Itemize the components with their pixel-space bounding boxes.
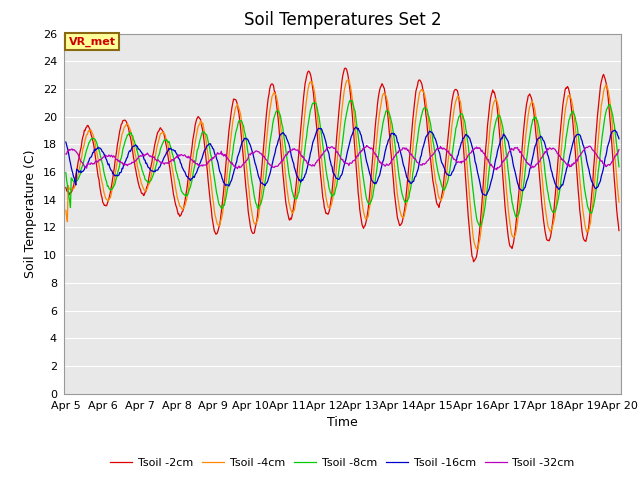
Tsoil -8cm	[476, 223, 484, 229]
Tsoil -2cm	[410, 102, 418, 108]
Tsoil -2cm	[62, 184, 70, 190]
Tsoil -32cm	[493, 167, 500, 172]
Tsoil -8cm	[62, 170, 70, 176]
Tsoil -2cm	[615, 228, 623, 233]
Tsoil -8cm	[427, 120, 435, 126]
Tsoil -8cm	[185, 188, 193, 193]
Tsoil -4cm	[410, 130, 418, 135]
Tsoil -16cm	[615, 136, 623, 142]
Tsoil -4cm	[185, 182, 193, 188]
Tsoil -4cm	[615, 199, 623, 205]
Tsoil -2cm	[129, 149, 136, 155]
Tsoil -32cm	[410, 156, 418, 161]
X-axis label: Time: Time	[327, 416, 358, 429]
Line: Tsoil -2cm: Tsoil -2cm	[66, 68, 619, 262]
Tsoil -2cm	[214, 227, 222, 233]
Tsoil -32cm	[214, 150, 222, 156]
Tsoil -16cm	[129, 144, 136, 149]
Tsoil -32cm	[185, 155, 193, 161]
Tsoil -16cm	[482, 192, 490, 198]
Tsoil -8cm	[348, 97, 356, 103]
Y-axis label: Soil Temperature (C): Soil Temperature (C)	[24, 149, 37, 278]
Tsoil -16cm	[62, 139, 70, 145]
Tsoil -4cm	[62, 207, 70, 213]
Tsoil -4cm	[427, 135, 435, 141]
Tsoil -4cm	[344, 77, 352, 83]
Tsoil -8cm	[214, 198, 222, 204]
Tsoil -32cm	[62, 151, 70, 157]
Tsoil -16cm	[352, 124, 360, 130]
Tsoil -32cm	[427, 154, 435, 160]
Tsoil -32cm	[72, 148, 80, 154]
Tsoil -32cm	[615, 147, 623, 153]
Tsoil -4cm	[214, 222, 222, 228]
Text: VR_met: VR_met	[68, 36, 116, 47]
Tsoil -2cm	[72, 173, 80, 179]
Tsoil -16cm	[72, 182, 80, 188]
Tsoil -16cm	[410, 176, 418, 181]
Tsoil -32cm	[363, 143, 371, 148]
Tsoil -4cm	[474, 246, 481, 252]
Tsoil -2cm	[470, 259, 477, 264]
Tsoil -8cm	[72, 178, 80, 184]
Tsoil -16cm	[214, 161, 222, 167]
Tsoil -16cm	[185, 176, 193, 181]
Legend: Tsoil -2cm, Tsoil -4cm, Tsoil -8cm, Tsoil -16cm, Tsoil -32cm: Tsoil -2cm, Tsoil -4cm, Tsoil -8cm, Tsoi…	[106, 453, 579, 472]
Tsoil -2cm	[427, 156, 435, 161]
Tsoil -4cm	[72, 180, 80, 186]
Line: Tsoil -16cm: Tsoil -16cm	[66, 127, 619, 195]
Title: Soil Temperatures Set 2: Soil Temperatures Set 2	[244, 11, 441, 29]
Tsoil -8cm	[615, 164, 623, 169]
Line: Tsoil -32cm: Tsoil -32cm	[66, 145, 619, 169]
Tsoil -2cm	[341, 65, 349, 71]
Line: Tsoil -8cm: Tsoil -8cm	[66, 100, 619, 226]
Tsoil -8cm	[129, 133, 136, 139]
Line: Tsoil -4cm: Tsoil -4cm	[66, 80, 619, 249]
Tsoil -8cm	[410, 160, 418, 166]
Tsoil -16cm	[427, 129, 435, 134]
Tsoil -4cm	[129, 138, 136, 144]
Tsoil -2cm	[185, 169, 193, 175]
Tsoil -32cm	[129, 160, 136, 166]
